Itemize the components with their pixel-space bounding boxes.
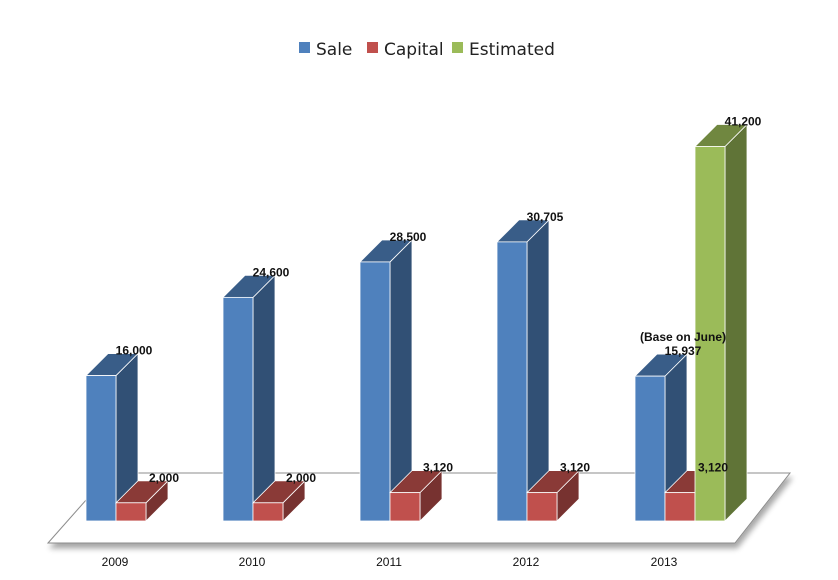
bar-estimated-2013 [694, 123, 748, 522]
data-label-sale-2009: 16,000 [116, 344, 153, 358]
data-label-capital-2011: 3,120 [423, 461, 453, 475]
data-label-capital-2013: 3,120 [698, 461, 728, 475]
bar-capital-2010 [252, 479, 306, 522]
data-label-estimated-2013: 41,200 [725, 114, 762, 128]
bars [85, 123, 748, 522]
bar-capital-2011 [389, 469, 443, 522]
data-label-capital-2010: 2,000 [286, 471, 316, 485]
annotation-sale-2013: (Base on June) [640, 330, 726, 344]
legend-swatch [452, 42, 463, 53]
x-tick-2009: 2009 [102, 555, 129, 569]
data-label-sale-2010: 24,600 [253, 265, 290, 279]
legend-swatch [367, 42, 378, 53]
bar-sale-2010 [222, 274, 276, 522]
data-label-sale-2012: 30,705 [527, 210, 564, 224]
data-label-sale-2013: 15,937 [665, 344, 702, 358]
x-tick-2011: 2011 [376, 555, 402, 569]
data-label-sale-2011: 28,500 [390, 230, 427, 244]
x-tick-2012: 2012 [513, 555, 540, 569]
x-tick-2010: 2010 [239, 555, 266, 569]
legend-label: Capital [384, 40, 444, 60]
bar-sale-2012 [496, 218, 550, 522]
bar-capital-2012 [526, 469, 580, 522]
data-label-capital-2012: 3,120 [560, 461, 590, 475]
legend-item-sale: Sale [299, 40, 352, 60]
legend-item-capital: Capital [367, 40, 444, 60]
bar-capital-2009 [115, 479, 169, 522]
x-tick-2013: 2013 [651, 555, 678, 569]
x-axis-ticks: 2009 2010 2011 2012 2013 [102, 555, 678, 569]
legend-label: Sale [316, 40, 352, 60]
bar-sale-2009 [85, 352, 139, 522]
bar-sale-2013 [634, 353, 688, 522]
data-label-capital-2009: 2,000 [149, 471, 179, 485]
legend-swatch [299, 42, 310, 53]
legend-item-estimated: Estimated [452, 40, 555, 60]
data-labels: 16,000 2,000 24,600 2,000 28,500 3,120 30,705 3… [116, 114, 762, 484]
legend: Sale Capital Estimated [299, 40, 555, 60]
legend-label: Estimated [469, 40, 555, 60]
bar-sale-2011 [359, 238, 413, 522]
